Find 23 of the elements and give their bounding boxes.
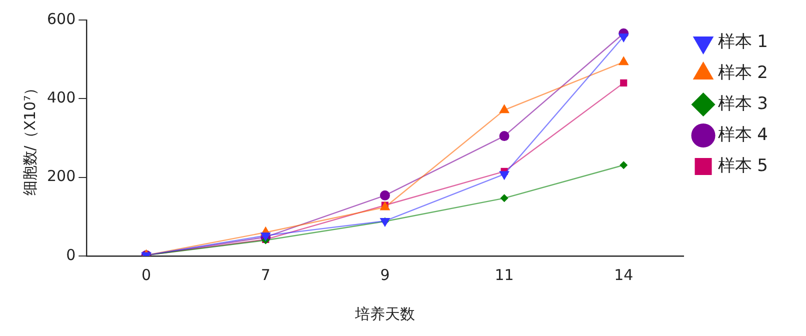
y-tick-label: 0 <box>66 246 76 264</box>
legend-label: 样本 2 <box>718 62 768 83</box>
x-tick-label: 11 <box>494 266 514 284</box>
point <box>499 104 510 114</box>
point <box>500 194 508 202</box>
legend-label: 样本 1 <box>718 32 768 52</box>
point <box>620 161 628 170</box>
x-tick-label: 9 <box>380 266 390 284</box>
legend-label: 样本 3 <box>718 94 768 114</box>
y-tick-label: 600 <box>46 10 76 28</box>
point <box>380 190 390 200</box>
x-axis-title: 培养天数 <box>354 304 415 323</box>
y-axis-title: 细胞数/（X10⁷） <box>20 80 39 196</box>
x-tick-label: 14 <box>614 266 634 284</box>
x-tick-label: 0 <box>142 266 152 284</box>
point <box>620 79 628 86</box>
point <box>618 56 629 66</box>
y-tick-label: 200 <box>46 167 76 186</box>
legend-label: 样本 4 <box>718 124 768 145</box>
point <box>499 131 510 142</box>
legend-label: 样本 5 <box>718 156 768 176</box>
x-tick-label: 7 <box>260 266 270 284</box>
y-tick-label: 400 <box>46 88 76 107</box>
